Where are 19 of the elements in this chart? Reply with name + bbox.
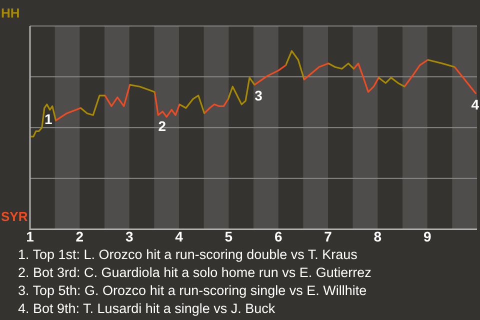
x-tick-label: 5 — [224, 228, 233, 244]
text: 2. Bot 3rd: C. Guardiola hit a solo home run vs E. Gutierrez — [18, 264, 372, 282]
x-tick-label: 3 — [125, 228, 134, 244]
text: 1. Top 1st: L. Orozco hit a run-scoring double vs T. Kraus — [18, 246, 358, 264]
x-tick-label: 9 — [423, 228, 432, 244]
text: HH — [1, 6, 20, 21]
annotation: 3 — [254, 88, 263, 104]
text: 3. Top 5th: G. Orozco hit a run-scoring single vs E. Willhite — [18, 282, 368, 300]
x-tick-label: 4 — [175, 228, 184, 244]
x-tick-label: 1 — [26, 228, 34, 244]
x-tick-label: 8 — [374, 228, 382, 244]
x-tick-label: 6 — [274, 228, 282, 244]
annotation: 4 — [471, 96, 480, 113]
annotation: 2 — [158, 118, 166, 134]
annotation: 1 — [44, 110, 53, 127]
x-tick-label: 2 — [76, 228, 84, 244]
text: SYR — [1, 208, 28, 224]
text: 4. Bot 9th: T. Lusardi hit a single vs J. Buck — [18, 300, 276, 318]
x-tick-label: 7 — [324, 228, 332, 244]
